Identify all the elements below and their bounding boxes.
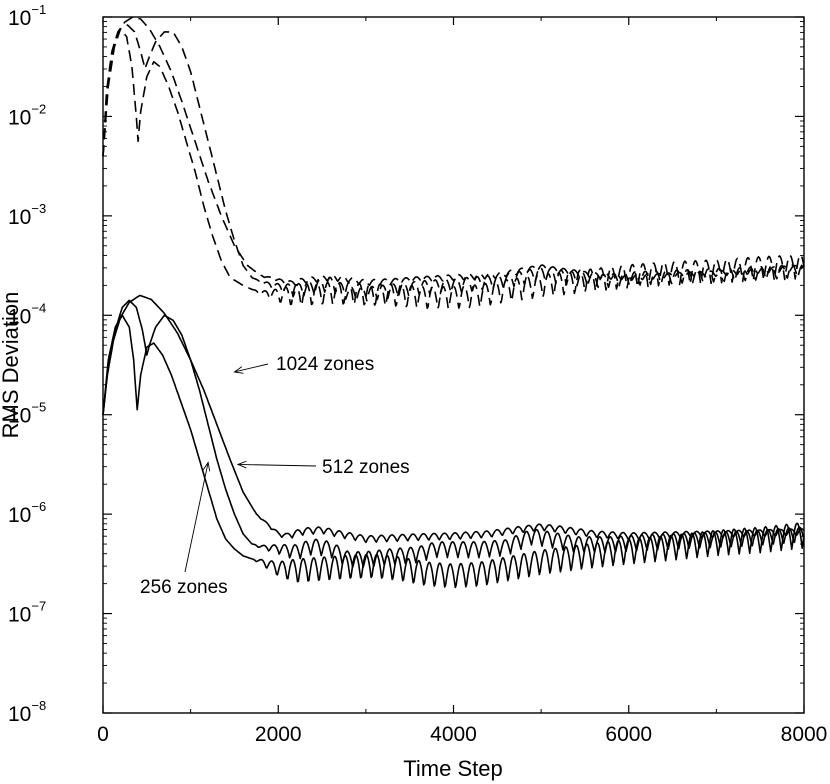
annotations-layer: 1024 zones 512 zones 256 zones [140, 354, 410, 598]
annotation-arrow-head [236, 460, 247, 469]
x-tick-label: 6000 [605, 723, 652, 746]
y-tick-label: 10−2 [8, 101, 46, 129]
series-line-6 [102, 28, 805, 310]
x-tick-label: 0 [97, 723, 109, 746]
y-tick-label: 10−1 [8, 2, 46, 30]
annotation-arrow-head [233, 366, 244, 374]
annotation-label: 512 zones [322, 457, 410, 478]
annotation-arrow-head [202, 461, 211, 472]
annotation-label: 256 zones [140, 577, 228, 598]
annotation-arrow-line [237, 463, 317, 467]
series-line-5 [102, 24, 805, 302]
series-line-1 [102, 294, 805, 544]
y-tick-label: 10−7 [8, 599, 46, 627]
x-tick-label: 8000 [781, 723, 828, 746]
series-line-4 [102, 16, 805, 287]
plot-frame [102, 16, 805, 714]
y-tick-label: 10−4 [8, 300, 46, 328]
ticks-layer: 0 2000 4000 6000 8000 10−1 10−2 10−3 10−4 10−5 10−… [8, 2, 827, 746]
series-line-2 [102, 299, 805, 568]
series-layer [102, 16, 805, 589]
x-tick-label: 4000 [430, 723, 477, 746]
annotation-arrow-line [234, 363, 269, 373]
y-axis-title: RMS Deviation [0, 292, 23, 439]
y-tick-label: 10−8 [8, 698, 46, 726]
series-line-3 [102, 314, 805, 589]
annotation-arrow-line [184, 462, 209, 573]
y-tick-label: 10−5 [8, 400, 46, 428]
y-tick-label: 10−3 [8, 201, 46, 229]
x-tick-label: 2000 [255, 723, 302, 746]
x-axis-title: Time Step [403, 756, 502, 781]
annotation-label: 1024 zones [276, 354, 374, 375]
y-tick-label: 10−6 [8, 499, 46, 527]
